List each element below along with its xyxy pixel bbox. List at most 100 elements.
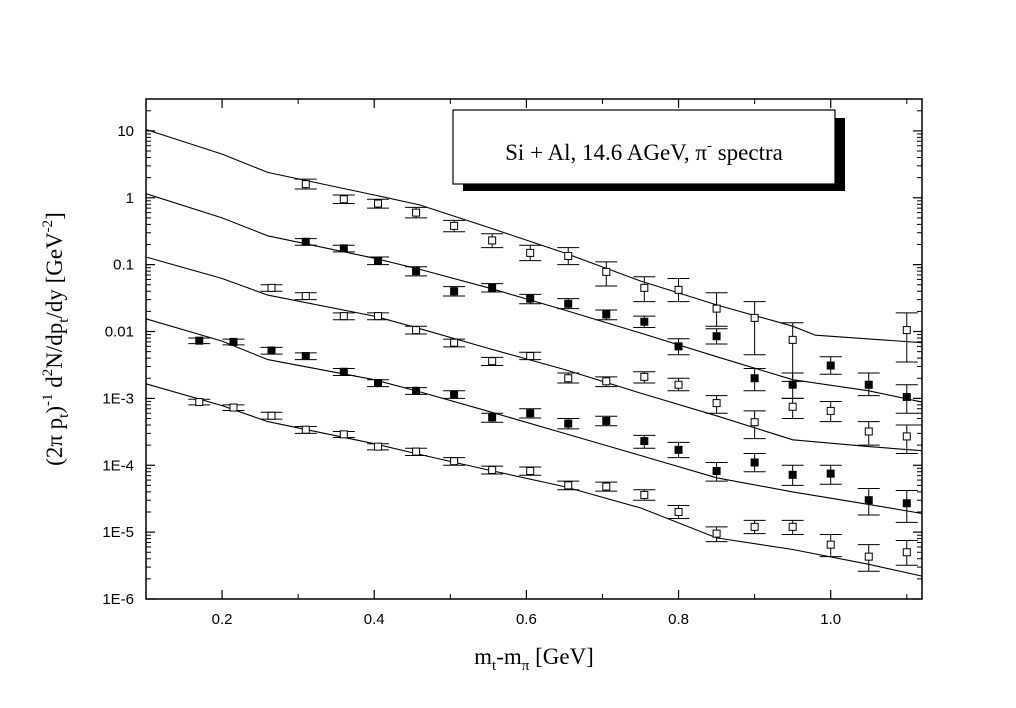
filled-square-marker [750,374,759,383]
open-square-marker [374,199,383,208]
data-point [443,219,466,233]
filled-square-marker [267,346,276,355]
data-point [667,278,690,303]
data-point [595,376,618,388]
filled-square-marker [301,352,310,361]
open-square-marker [750,313,759,322]
open-square-marker [788,335,797,344]
data-point [294,237,317,246]
data-point [781,372,804,399]
data-point [405,447,428,456]
open-square-marker [526,248,535,257]
data-point [519,466,542,476]
open-square-marker [864,552,873,561]
open-square-marker [602,482,611,491]
data-point [222,337,245,346]
data-point [595,481,618,492]
data-point [188,398,211,407]
data-point [294,291,317,301]
filled-square-marker [864,496,873,505]
data-point [781,464,804,486]
data-point [405,325,428,335]
plot-frame [145,98,923,600]
data-point [367,378,390,388]
open-square-marker [602,377,611,386]
y-tick-label: 1E-3 [102,390,134,407]
filled-square-marker [301,237,310,246]
data-point [705,292,728,327]
model-curve [145,383,923,577]
open-square-marker [640,490,649,499]
data-point [595,309,618,321]
open-square-marker [864,427,873,436]
open-square-marker [374,312,383,321]
filled-square-marker [488,413,497,422]
open-square-marker [564,481,573,490]
data-point [332,312,355,321]
open-square-marker [488,236,497,245]
filled-square-marker [374,378,383,387]
filled-square-marker [412,386,421,395]
filled-square-marker [450,390,459,399]
open-square-marker [301,180,310,189]
data-point [743,301,766,356]
filled-square-marker [712,467,721,476]
data-point [405,206,428,219]
filled-square-marker [229,337,238,346]
data-point [260,411,283,420]
data-point [819,400,842,423]
data-point [857,487,880,516]
open-square-marker [750,522,759,531]
data-point [633,489,656,501]
open-square-marker [712,529,721,538]
open-square-marker [526,352,535,361]
data-point [443,457,466,466]
x-axis-title: mt-mπ [GeV] [474,644,594,674]
filled-square-marker [195,336,204,345]
data-point [557,247,580,266]
filled-square-marker [902,499,911,508]
open-square-marker [902,326,911,335]
open-square-marker [229,403,238,412]
data-point [481,465,504,475]
y-tick-label: 1E-6 [102,591,134,608]
data-point [481,412,504,423]
open-square-marker [267,411,276,420]
data-point [633,315,656,328]
data-point [781,322,804,382]
data-point [481,356,504,367]
data-point [633,434,656,449]
data-point [781,397,804,420]
annotation-text: Si + Al, 14.6 AGeV, π- spectra [505,138,783,165]
data-point [705,395,728,414]
data-point [443,390,466,399]
data-point [367,312,390,321]
filled-square-marker [674,445,683,454]
open-square-marker [788,522,797,531]
open-square-marker [450,457,459,466]
open-square-marker [526,467,535,476]
y-axis-title: (2π pt)-1 d2N/dpt/dy [GeV-2] [40,212,72,466]
open-square-marker [267,283,276,292]
y-tick-label: 10 [117,123,134,140]
data-point [481,283,504,293]
filled-square-marker [640,437,649,446]
data-point [519,351,542,361]
data-point [667,441,690,459]
open-square-marker [301,291,310,300]
data-point [595,415,618,427]
data-point [557,418,580,430]
filled-square-marker [450,287,459,296]
annotation-frame [452,109,836,185]
open-square-marker [374,442,383,451]
open-square-marker [450,338,459,347]
x-tick-label: 0.4 [364,611,385,628]
data-point [332,367,355,376]
filled-square-marker [564,419,573,428]
filled-square-marker [826,361,835,370]
filled-square-marker [488,283,497,292]
data-point [895,539,918,566]
data-point [895,424,918,454]
data-point [294,425,317,434]
